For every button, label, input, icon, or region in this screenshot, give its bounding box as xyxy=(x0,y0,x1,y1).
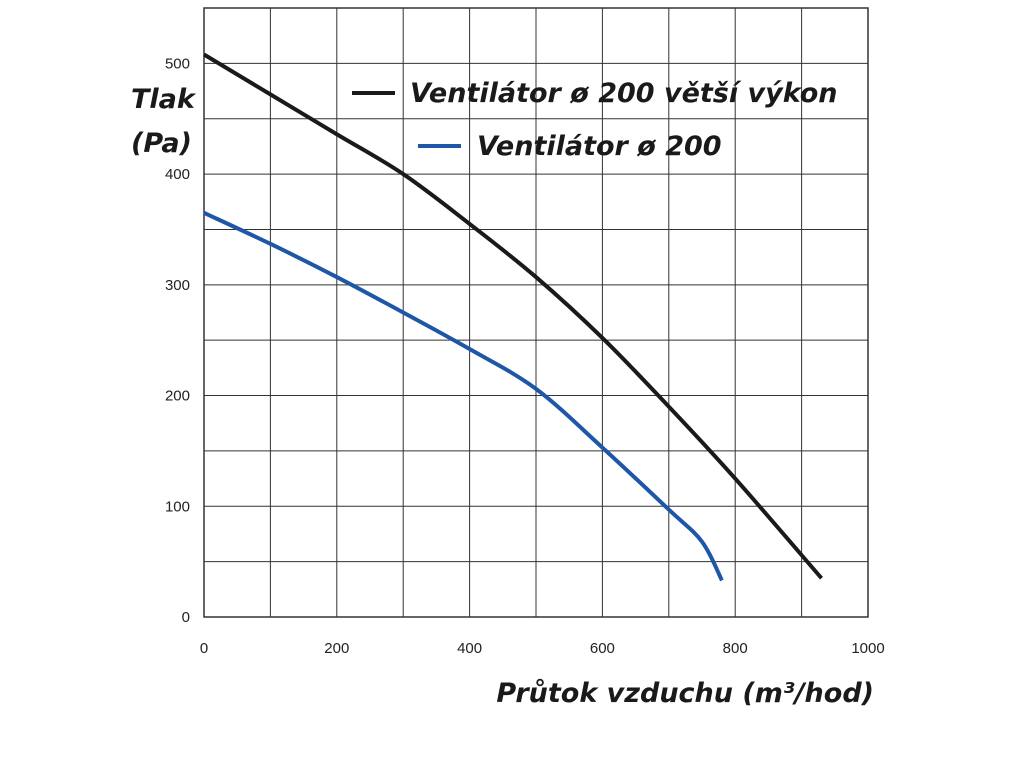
x-tick-labels: 0 200 400 600 800 1000 xyxy=(200,640,885,657)
x-tick-label: 200 xyxy=(324,640,349,657)
y-axis-title-line2: (Pa) xyxy=(131,128,192,159)
x-tick-label: 400 xyxy=(457,640,482,657)
x-axis-title: Průtok vzduchu (m³/hod) xyxy=(496,678,874,709)
y-tick-labels: 0 100 200 300 400 500 xyxy=(165,55,190,626)
x-tick-label: 1000 xyxy=(851,640,884,657)
y-tick-label: 300 xyxy=(165,277,190,294)
x-tick-label: 0 xyxy=(200,640,208,657)
legend-label-vetsi-vykon: Ventilátor ø 200 větší výkon xyxy=(410,78,838,109)
series-lines xyxy=(202,52,824,582)
y-axis-title-line1: Tlak xyxy=(131,84,197,115)
y-tick-label: 200 xyxy=(165,388,190,405)
legend: Ventilátor ø 200 větší výkon Ventilátor … xyxy=(352,78,838,162)
series-line-0 xyxy=(202,52,824,580)
y-tick-label: 100 xyxy=(165,498,190,515)
y-tick-label: 0 xyxy=(182,609,190,626)
x-tick-label: 800 xyxy=(723,640,748,657)
legend-label-standard: Ventilátor ø 200 xyxy=(477,131,722,162)
x-tick-label: 600 xyxy=(590,640,615,657)
plot-frame xyxy=(203,7,869,618)
grid-lines xyxy=(204,7,868,617)
y-tick-label: 500 xyxy=(165,55,190,72)
series-line-1 xyxy=(203,211,724,582)
y-tick-label: 400 xyxy=(165,166,190,183)
